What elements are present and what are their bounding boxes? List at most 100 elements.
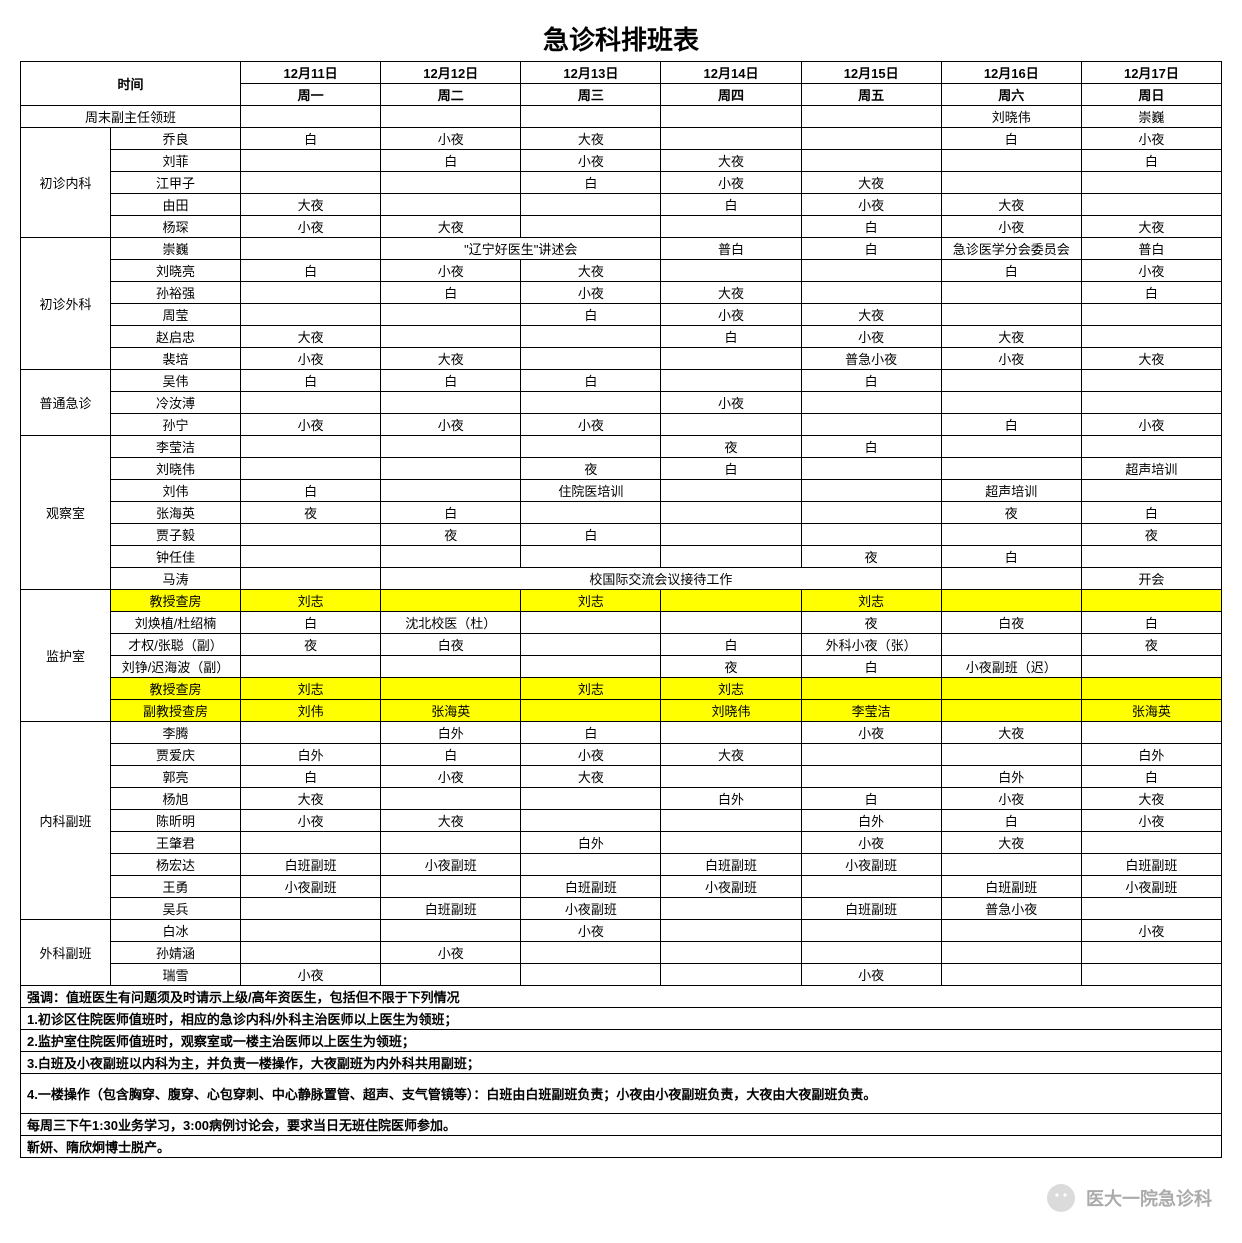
shift-cell: 白: [521, 370, 661, 392]
shift-cell: [661, 920, 801, 942]
shift-cell: 校国际交流会议接待工作: [381, 568, 942, 590]
shift-cell: 夜: [381, 524, 521, 546]
shift-cell: [241, 568, 381, 590]
shift-cell: [801, 766, 941, 788]
shift-cell: 大夜: [381, 810, 521, 832]
shift-cell: 小夜: [941, 348, 1081, 370]
shift-cell: [521, 392, 661, 414]
shift-cell: [241, 282, 381, 304]
shift-cell: [941, 744, 1081, 766]
shift-cell: [521, 216, 661, 238]
shift-cell: 大夜: [941, 326, 1081, 348]
shift-cell: 刘伟: [241, 700, 381, 722]
shift-cell: 普急小夜: [801, 348, 941, 370]
shift-cell: [801, 524, 941, 546]
shift-cell: [381, 106, 521, 128]
shift-cell: [801, 282, 941, 304]
shift-cell: [241, 458, 381, 480]
shift-cell: 白: [381, 502, 521, 524]
time-header: 时间: [21, 62, 241, 106]
weekday-header: 周四: [661, 84, 801, 106]
shift-cell: [1081, 678, 1221, 700]
shift-cell: 大夜: [521, 766, 661, 788]
shift-cell: [941, 436, 1081, 458]
shift-cell: [381, 304, 521, 326]
shift-cell: [381, 832, 521, 854]
shift-cell: [381, 172, 521, 194]
watermark-text: 医大一院急诊科: [1086, 1185, 1212, 1211]
note-row: 强调：值班医生有问题须及时请示上级/高年资医生，包括但不限于下列情况: [21, 986, 1222, 1008]
date-header: 12月14日: [661, 62, 801, 84]
shift-cell: 白班副班: [941, 876, 1081, 898]
dept-cell: 初诊外科: [21, 238, 111, 370]
name-cell: 由田: [111, 194, 241, 216]
watermark: 医大一院急诊科: [1046, 1183, 1212, 1213]
weekday-header: 周三: [521, 84, 661, 106]
shift-cell: [241, 150, 381, 172]
shift-cell: [941, 700, 1081, 722]
shift-cell: 白外: [521, 832, 661, 854]
shift-cell: 白外: [661, 788, 801, 810]
dept-cell: 普通急诊: [21, 370, 111, 436]
shift-cell: 大夜: [521, 260, 661, 282]
shift-cell: [1081, 480, 1221, 502]
shift-cell: 刘志: [241, 590, 381, 612]
shift-cell: 大夜: [241, 194, 381, 216]
date-header: 12月12日: [381, 62, 521, 84]
name-cell: 孙宁: [111, 414, 241, 436]
shift-cell: [801, 744, 941, 766]
shift-cell: 白外: [941, 766, 1081, 788]
shift-cell: 小夜: [1081, 920, 1221, 942]
shift-cell: [241, 546, 381, 568]
shift-cell: 大夜: [1081, 348, 1221, 370]
date-header: 12月16日: [941, 62, 1081, 84]
shift-cell: 小夜: [381, 128, 521, 150]
shift-cell: 夜: [241, 502, 381, 524]
shift-cell: 普白: [1081, 238, 1221, 260]
shift-cell: 白: [661, 326, 801, 348]
shift-cell: 小夜副班（迟）: [941, 656, 1081, 678]
shift-cell: 白: [241, 480, 381, 502]
shift-cell: 小夜: [801, 326, 941, 348]
shift-cell: 小夜副班: [801, 854, 941, 876]
shift-cell: [661, 106, 801, 128]
name-cell: 杨琛: [111, 216, 241, 238]
shift-cell: 刘晓伟: [941, 106, 1081, 128]
shift-cell: 李莹洁: [801, 700, 941, 722]
shift-cell: 大夜: [801, 304, 941, 326]
shift-cell: [521, 700, 661, 722]
shift-cell: 小夜: [661, 172, 801, 194]
shift-cell: [801, 480, 941, 502]
shift-cell: 白: [1081, 612, 1221, 634]
shift-cell: 小夜: [521, 744, 661, 766]
shift-cell: [1081, 964, 1221, 986]
shift-cell: 白: [521, 304, 661, 326]
name-cell: 孙婧涵: [111, 942, 241, 964]
shift-cell: [941, 634, 1081, 656]
shift-cell: 白外: [1081, 744, 1221, 766]
shift-cell: 刘志: [241, 678, 381, 700]
schedule-table: 时间12月11日12月12日12月13日12月14日12月15日12月16日12…: [20, 61, 1222, 1158]
shift-cell: [381, 480, 521, 502]
shift-cell: 大夜: [801, 172, 941, 194]
shift-cell: [381, 788, 521, 810]
shift-cell: 白班副班: [241, 854, 381, 876]
shift-cell: 小夜: [941, 788, 1081, 810]
shift-cell: [661, 370, 801, 392]
shift-cell: [521, 348, 661, 370]
name-cell: 吴兵: [111, 898, 241, 920]
shift-cell: 小夜: [381, 766, 521, 788]
shift-cell: 小夜: [1081, 810, 1221, 832]
shift-cell: [801, 392, 941, 414]
shift-cell: 刘晓伟: [661, 700, 801, 722]
shift-cell: [521, 436, 661, 458]
note-row: 靳妍、隋欣炯博士脱产。: [21, 1136, 1222, 1158]
name-cell: 教授查房: [111, 678, 241, 700]
shift-cell: 外科小夜（张）: [801, 634, 941, 656]
name-cell: 钟任佳: [111, 546, 241, 568]
shift-cell: [521, 854, 661, 876]
note-row: 1.初诊区住院医师值班时，相应的急诊内科/外科主治医师以上医生为领班；: [21, 1008, 1222, 1030]
name-cell: 赵启忠: [111, 326, 241, 348]
shift-cell: 急诊医学分会委员会: [941, 238, 1081, 260]
shift-cell: 白: [381, 282, 521, 304]
